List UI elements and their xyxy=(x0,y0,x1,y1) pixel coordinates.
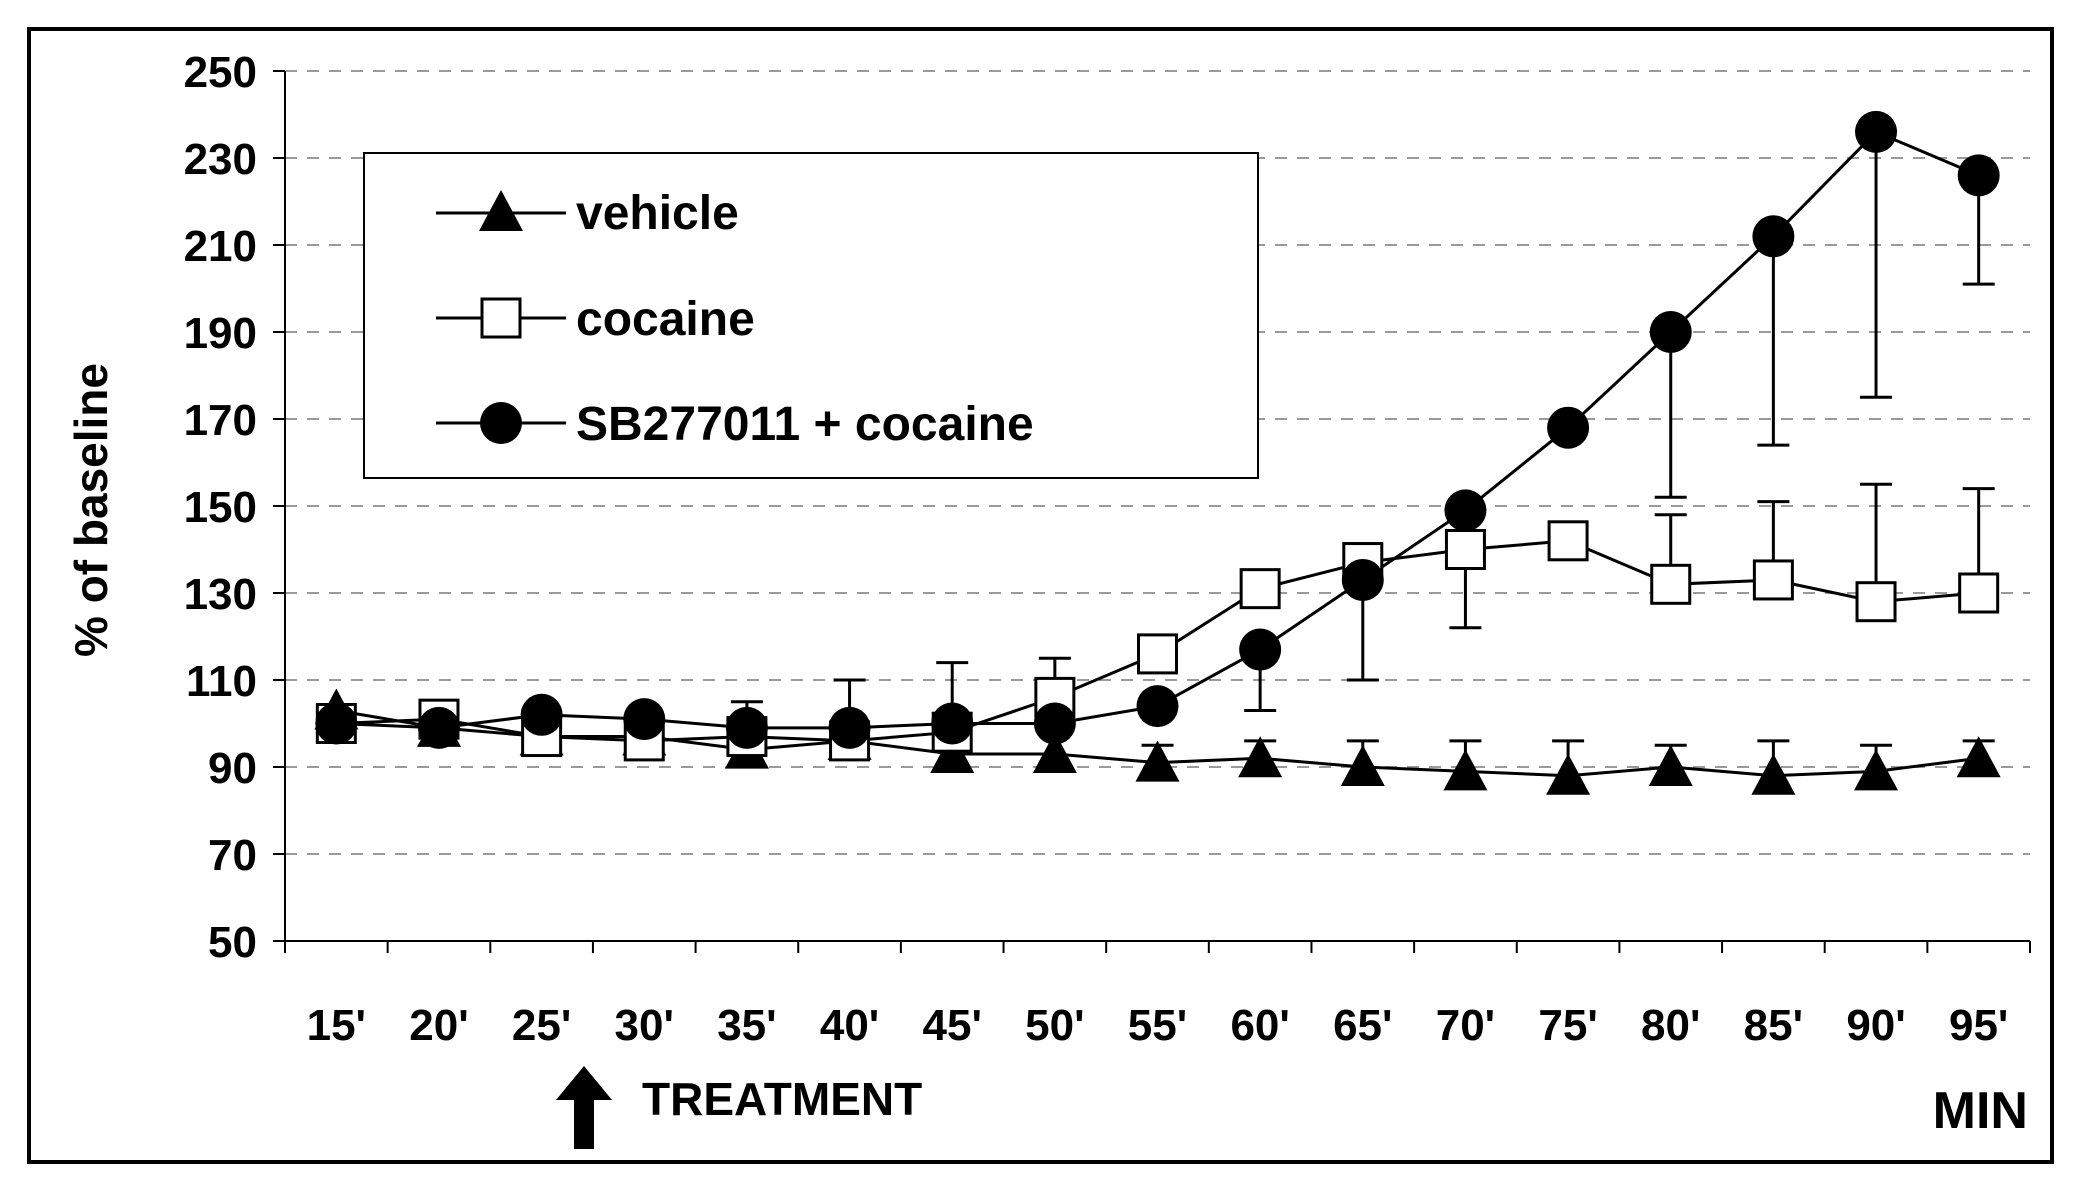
circle-marker xyxy=(1752,215,1795,258)
y-axis-label: % of baseline xyxy=(65,363,117,657)
triangle-marker xyxy=(1443,749,1488,791)
x-tick-label: 90' xyxy=(1846,1001,1905,1050)
x-tick-label: 55' xyxy=(1128,1001,1187,1050)
x-tick-label: 15' xyxy=(307,1001,366,1050)
legend-item-vehicle: vehicle xyxy=(436,187,739,240)
triangle-marker xyxy=(1956,736,2001,778)
y-tick-label: 130 xyxy=(184,570,257,619)
circle-marker xyxy=(1136,685,1179,728)
y-tick-label: 50 xyxy=(208,918,257,967)
x-tick-label: 65' xyxy=(1333,1001,1392,1050)
circle-marker xyxy=(520,693,563,736)
circle-marker xyxy=(1239,628,1282,671)
y-tick-label: 110 xyxy=(186,657,257,706)
square-marker-icon xyxy=(480,297,522,339)
legend: vehicle cocaine SB277011 + cocaine xyxy=(363,152,1259,479)
x-tick-label: 60' xyxy=(1230,1001,1289,1050)
treatment-annotation: TREATMENT xyxy=(556,1066,922,1149)
x-tick-label: 50' xyxy=(1025,1001,1084,1050)
treatment-label: TREATMENT xyxy=(642,1073,922,1125)
triangle-marker xyxy=(1854,749,1899,791)
circle-marker xyxy=(623,698,666,741)
triangle-marker xyxy=(1135,740,1180,782)
square-marker xyxy=(1547,520,1589,562)
circle-marker xyxy=(828,706,871,749)
y-tick-label: 170 xyxy=(184,396,257,445)
x-tick-label: 75' xyxy=(1538,1001,1597,1050)
circle-marker xyxy=(1649,311,1692,353)
y-tick-label: 70 xyxy=(208,831,257,880)
legend-label-cocaine: cocaine xyxy=(576,293,755,346)
y-tick-label: 210 xyxy=(184,222,257,271)
circle-marker xyxy=(315,702,358,745)
legend-item-sb277011-cocaine: SB277011 + cocaine xyxy=(436,398,1034,451)
triangle-marker xyxy=(1751,753,1796,795)
series-markers xyxy=(314,110,2001,795)
x-tick-label: 20' xyxy=(409,1001,468,1050)
x-tick-label: 80' xyxy=(1641,1001,1700,1050)
tick-labels: 50 70 90 110 130 150 170 190 210 230 250 15' 20' 25' 3… xyxy=(184,48,2009,1050)
square-marker xyxy=(1650,563,1692,605)
x-tick-label: 35' xyxy=(717,1001,776,1050)
triangle-marker xyxy=(1340,745,1385,786)
legend-label-vehicle: vehicle xyxy=(576,187,739,240)
triangle-marker xyxy=(1648,745,1693,786)
circle-marker xyxy=(1444,489,1487,532)
y-tick-label: 190 xyxy=(184,309,257,358)
legend-item-cocaine: cocaine xyxy=(436,293,755,346)
y-tick-label: 250 xyxy=(184,48,257,97)
x-tick-label: 95' xyxy=(1949,1001,2008,1050)
circle-marker xyxy=(725,706,768,749)
x-tick-label: 45' xyxy=(923,1001,982,1050)
circle-marker xyxy=(1033,702,1076,745)
legend-label-sb277011-cocaine: SB277011 + cocaine xyxy=(576,398,1034,451)
square-marker xyxy=(1137,633,1178,675)
square-marker xyxy=(1855,581,1897,623)
circle-marker xyxy=(1957,154,2000,197)
triangle-marker xyxy=(1546,753,1591,795)
circle-marker xyxy=(1547,406,1590,449)
circle-marker xyxy=(1341,558,1384,601)
y-tick-label: 230 xyxy=(184,135,257,184)
square-marker xyxy=(1752,559,1794,601)
y-tick-label: 90 xyxy=(208,744,257,793)
triangle-marker xyxy=(1238,736,1283,778)
x-tick-label: 40' xyxy=(820,1001,879,1050)
x-tick-label: 30' xyxy=(615,1001,674,1050)
square-marker xyxy=(1958,572,2000,614)
x-axis-label: MIN xyxy=(1933,1082,2028,1140)
figure-frame xyxy=(27,27,2054,1164)
axes xyxy=(273,70,2031,953)
circle-marker xyxy=(1855,110,1898,153)
triangle-marker xyxy=(1032,731,1077,773)
x-tick-label: 85' xyxy=(1744,1001,1803,1050)
square-marker xyxy=(1444,529,1486,570)
treatment-arrow-icon xyxy=(556,1066,612,1149)
circle-marker xyxy=(931,702,974,745)
x-tick-label: 70' xyxy=(1436,1001,1495,1050)
triangle-marker-icon xyxy=(479,190,523,231)
y-tick-label: 150 xyxy=(184,483,257,532)
square-marker xyxy=(1239,568,1281,610)
x-tick-label: 25' xyxy=(512,1001,571,1050)
circle-marker xyxy=(417,706,460,749)
circle-marker-icon xyxy=(480,402,522,444)
